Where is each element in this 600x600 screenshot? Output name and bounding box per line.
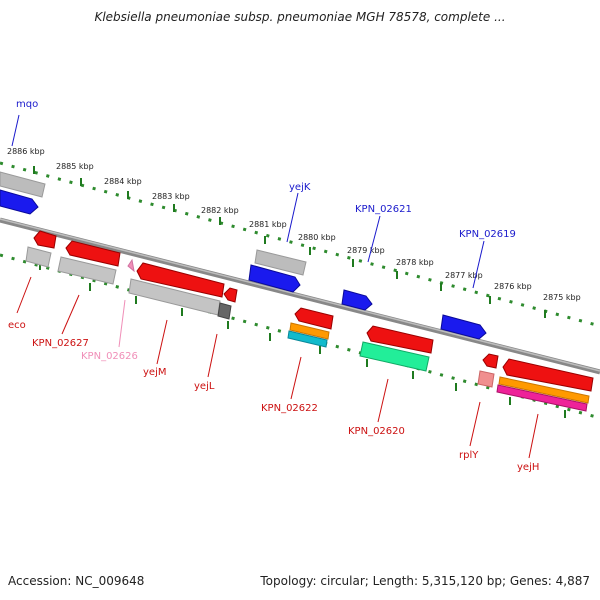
pink-feature xyxy=(477,370,495,388)
label-rplY: rplY xyxy=(459,450,479,461)
dark-grey-feature xyxy=(217,302,232,320)
label-KPN_02620: KPN_02620 xyxy=(348,426,405,437)
grey-feature xyxy=(0,171,46,198)
gene-KPN_02619 xyxy=(440,314,487,340)
gene-KPN_02622 xyxy=(294,307,334,330)
tick-label: 2875 kbp xyxy=(543,293,581,302)
label-KPN_02619: KPN_02619 xyxy=(459,229,516,240)
label-yejM: yejM xyxy=(143,367,166,378)
tick-label: 2881 kbp xyxy=(249,220,287,229)
backbone-highlight xyxy=(0,218,600,372)
magenta-feature xyxy=(496,384,588,412)
backbone xyxy=(0,217,600,375)
tick-label: 2886 kbp xyxy=(7,147,45,156)
gene-yejL xyxy=(223,287,238,303)
tick-label: 2884 kbp xyxy=(104,177,142,186)
lower-features xyxy=(25,246,590,412)
tick-label: 2885 kbp xyxy=(56,162,94,171)
grey-feature xyxy=(254,249,307,276)
gene-KPN_02627 xyxy=(65,240,121,267)
accession-text: Accession: NC_009648 xyxy=(8,574,145,588)
genome-summary-text: Topology: circular; Length: 5,315,120 bp… xyxy=(260,574,590,588)
gene-mqo xyxy=(0,189,39,215)
label-KPN_02626: KPN_02626 xyxy=(81,351,138,362)
gene-labels: mqo yejK KPN_02621 KPN_02619 eco KPN_026… xyxy=(8,99,539,473)
tick-label: 2883 kbp xyxy=(152,192,190,201)
kbp-tick-labels: 2886 kbp 2885 kbp 2884 kbp 2883 kbp 2882… xyxy=(7,147,581,302)
tick-label: 2876 kbp xyxy=(494,282,532,291)
label-KPN_02622: KPN_02622 xyxy=(261,403,318,414)
grey-feature xyxy=(57,256,117,285)
map-title: Klebsiella pneumoniae subsp. pneumoniae … xyxy=(94,10,506,24)
tick-label: 2880 kbp xyxy=(298,233,336,242)
gene-KPN_02626 xyxy=(127,258,135,273)
forward-genes xyxy=(0,189,487,340)
label-yejK: yejK xyxy=(289,182,311,193)
tick-label: 2877 kbp xyxy=(445,271,483,280)
upper-dotted-track xyxy=(0,161,600,328)
gene-KPN_02620 xyxy=(366,325,434,354)
orange-feature xyxy=(289,322,330,340)
leader-lines xyxy=(11,114,539,459)
green-feature xyxy=(359,341,430,372)
label-KPN_02627: KPN_02627 xyxy=(32,338,89,349)
tick-label: 2879 kbp xyxy=(347,246,385,255)
kbp-tick-marks xyxy=(33,166,566,418)
tick-label: 2878 kbp xyxy=(396,258,434,267)
gene-rplY xyxy=(482,353,499,369)
gene-yejK xyxy=(248,264,301,293)
teal-feature xyxy=(287,330,328,348)
label-eco: eco xyxy=(8,320,26,331)
gene-eco xyxy=(33,230,57,249)
label-mqo: mqo xyxy=(16,99,38,110)
gene-KPN_02621 xyxy=(341,289,373,311)
label-KPN_02621: KPN_02621 xyxy=(355,204,412,215)
gene-yejH xyxy=(502,358,594,392)
orange-feature xyxy=(498,376,590,404)
tick-label: 2882 kbp xyxy=(201,206,239,215)
reverse-genes xyxy=(33,230,594,392)
upper-grey-features xyxy=(0,171,307,276)
label-yejH: yejH xyxy=(517,462,539,473)
gene-yejM xyxy=(136,262,225,298)
grey-feature xyxy=(25,246,52,268)
label-yejL: yejL xyxy=(194,381,215,392)
